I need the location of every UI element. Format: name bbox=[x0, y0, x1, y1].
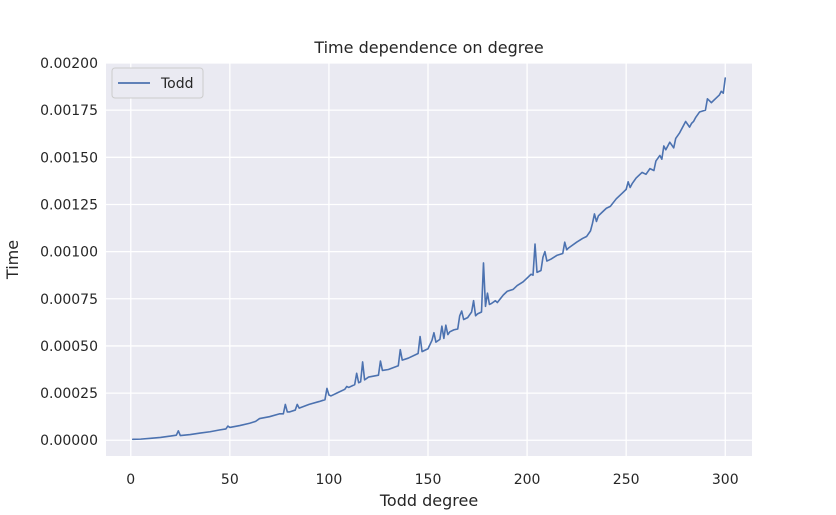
y-tick-label: 0.00200 bbox=[40, 56, 98, 72]
x-tick-label: 300 bbox=[712, 472, 739, 488]
x-tick-label: 200 bbox=[514, 472, 541, 488]
y-axis-ticks: 0.00000 0.00025 0.00050 0.00075 0.00100 0.001… bbox=[40, 56, 98, 449]
chart-title: Time dependence on degree bbox=[313, 38, 543, 57]
legend: Todd bbox=[111, 67, 204, 99]
y-axis-label: Time bbox=[3, 240, 22, 280]
plot-area bbox=[106, 63, 752, 456]
series-layer bbox=[131, 77, 727, 441]
x-axis-ticks: 0 50 100 150 200 250 300 bbox=[126, 472, 738, 488]
y-tick-label: 0.00175 bbox=[40, 103, 98, 119]
y-gridlines bbox=[106, 62, 752, 441]
x-tick-label: 100 bbox=[316, 472, 343, 488]
series-line-todd bbox=[131, 77, 727, 441]
y-tick-label: 0.00000 bbox=[40, 433, 98, 449]
y-tick-label: 0.00100 bbox=[40, 245, 98, 261]
y-tick-label: 0.00150 bbox=[40, 150, 98, 166]
x-tick-label: 150 bbox=[415, 472, 442, 488]
legend-label: Todd bbox=[160, 76, 194, 92]
y-tick-label: 0.00125 bbox=[40, 197, 98, 213]
y-tick-label: 0.00050 bbox=[40, 339, 98, 355]
x-gridlines bbox=[130, 63, 726, 456]
y-tick-label: 0.00025 bbox=[40, 386, 98, 402]
x-tick-label: 0 bbox=[126, 472, 135, 488]
x-tick-label: 250 bbox=[613, 472, 640, 488]
x-axis-label: Todd degree bbox=[379, 491, 478, 510]
y-tick-label: 0.00075 bbox=[40, 292, 98, 308]
x-tick-label: 50 bbox=[221, 472, 239, 488]
legend-box bbox=[111, 67, 204, 99]
